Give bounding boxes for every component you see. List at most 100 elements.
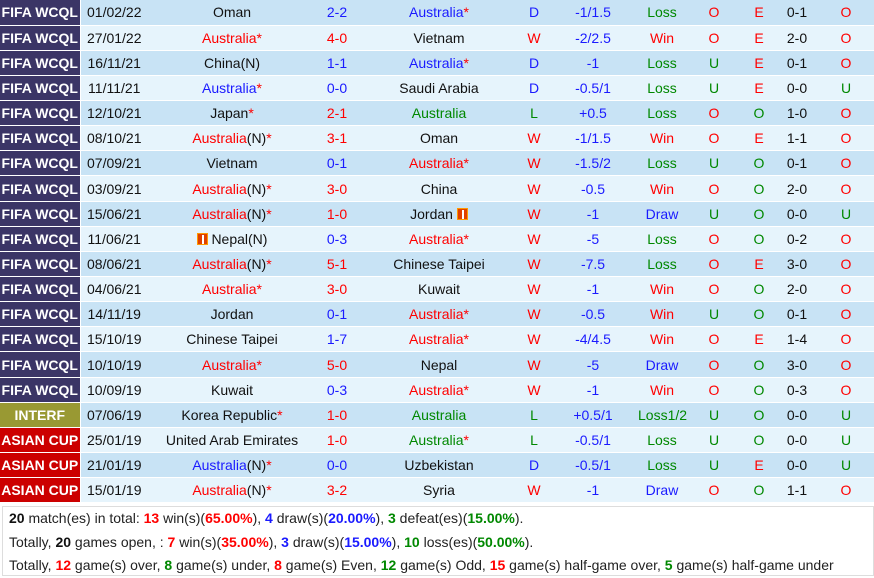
competition-cell[interactable]: FIFA WCQL [0, 50, 81, 76]
team-name[interactable]: Uzbekistan [404, 457, 474, 474]
team-name[interactable]: Australia [192, 205, 247, 222]
team-name[interactable]: United Arab Emirates [165, 431, 299, 448]
competition-cell[interactable]: ASIAN CUP [0, 477, 81, 504]
competition-cell[interactable]: FIFA WCQL [0, 150, 81, 177]
team-name[interactable]: Australia [202, 281, 257, 298]
score-cell[interactable]: 3-2 [316, 477, 358, 504]
team-name[interactable]: Oman [212, 4, 252, 21]
competition-cell[interactable]: FIFA WCQL [0, 377, 81, 403]
odd-even-cell: O [742, 301, 776, 328]
competition-cell[interactable]: FIFA WCQL [0, 175, 81, 202]
competition-cell[interactable]: FIFA WCQL [0, 251, 81, 278]
team-name[interactable]: Nepal [420, 356, 458, 373]
team-name[interactable]: Australia [409, 54, 464, 71]
team-name[interactable]: Australia [409, 431, 464, 448]
team-name[interactable]: Chinese Taipei [186, 331, 278, 348]
team-name[interactable]: Australia [409, 306, 464, 323]
score-cell[interactable]: 1-0 [316, 427, 358, 454]
odd-even-cell: E [742, 326, 776, 353]
team-name[interactable]: Australia [192, 130, 247, 147]
team-name[interactable]: Australia [192, 457, 247, 474]
summary-text: ), [391, 533, 405, 550]
home-star-marker: * [277, 406, 283, 423]
team-name[interactable]: Australia [409, 331, 464, 348]
date-cell: 08/10/21 [80, 125, 148, 152]
summary-handicap: Totally, 20 games open, : 7 win(s)(35.00… [9, 531, 873, 555]
score-cell[interactable]: 5-0 [316, 351, 358, 378]
score-cell[interactable]: 5-1 [316, 251, 358, 278]
team-name[interactable]: Japan [210, 105, 249, 122]
competition-cell[interactable]: ASIAN CUP [0, 427, 81, 454]
team-name[interactable]: Australia [409, 381, 464, 398]
handicap-cell: -1/1.5 [548, 125, 638, 152]
score-cell[interactable]: 1-7 [316, 326, 358, 353]
team-name[interactable]: Australia [202, 29, 257, 46]
team-name[interactable]: Australia [411, 406, 467, 423]
competition-cell[interactable]: INTERF [0, 402, 81, 428]
team-name[interactable]: Australia [409, 4, 464, 21]
summary-text: game(s) Even, [281, 557, 381, 573]
competition-cell[interactable]: FIFA WCQL [0, 100, 81, 127]
team-name[interactable]: Kuwait [210, 381, 254, 398]
score-cell[interactable]: 1-0 [316, 402, 358, 428]
team-name[interactable]: Oman [419, 130, 459, 147]
score-cell[interactable]: 4-0 [316, 25, 358, 51]
team-name[interactable]: Vietnam [206, 155, 258, 172]
score-cell[interactable]: 2-1 [316, 100, 358, 127]
team-name[interactable]: Nepal(N) [211, 230, 268, 247]
date-cell: 10/09/19 [80, 377, 148, 403]
score-cell[interactable]: 1-0 [316, 201, 358, 227]
competition-cell[interactable]: FIFA WCQL [0, 301, 81, 328]
team-name[interactable]: Australia [192, 482, 247, 499]
handicap-cell: -1 [548, 377, 638, 403]
team-name[interactable]: Australia [192, 255, 247, 272]
team-name[interactable]: Australia [202, 79, 257, 96]
competition-cell[interactable]: FIFA WCQL [0, 0, 81, 26]
away-team-cell: Syria [358, 477, 520, 504]
team-name[interactable]: China(N) [203, 54, 260, 71]
team-name[interactable]: Kuwait [417, 281, 461, 298]
team-name[interactable]: Australia [192, 180, 247, 197]
halftime-over-under-cell: O [818, 351, 874, 378]
score-cell[interactable]: 0-1 [316, 150, 358, 177]
competition-cell[interactable]: FIFA WCQL [0, 351, 81, 378]
team-name[interactable]: Syria [423, 482, 455, 499]
competition-cell[interactable]: FIFA WCQL [0, 201, 81, 227]
competition-cell[interactable]: FIFA WCQL [0, 226, 81, 252]
team-name[interactable]: Australia [411, 105, 467, 122]
summary-text: game(s) under, [172, 557, 275, 573]
team-name[interactable]: China [420, 180, 458, 197]
team-name[interactable]: Vietnam [413, 29, 465, 46]
team-name[interactable]: Australia [409, 155, 464, 172]
score-cell[interactable]: 1-1 [316, 50, 358, 76]
halftime-over-under-cell: U [818, 452, 874, 479]
competition-cell[interactable]: FIFA WCQL [0, 326, 81, 353]
summary-text: draw(s)( [272, 510, 329, 526]
handicap-outcome-cell: Win [638, 175, 686, 202]
result-cell: W [520, 25, 548, 51]
competition-cell[interactable]: FIFA WCQL [0, 276, 81, 303]
team-name[interactable]: Korea Republic [181, 406, 278, 423]
away-team-cell: Australia* [358, 326, 520, 353]
result-cell: W [520, 326, 548, 353]
team-name[interactable]: Jordan [410, 205, 453, 222]
score-cell[interactable]: 0-3 [316, 226, 358, 252]
competition-cell[interactable]: FIFA WCQL [0, 125, 81, 152]
away-team-cell: Australia* [358, 226, 520, 252]
score-cell[interactable]: 0-3 [316, 377, 358, 403]
competition-cell[interactable]: FIFA WCQL [0, 75, 81, 102]
score-cell[interactable]: 3-0 [316, 175, 358, 202]
team-name[interactable]: Saudi Arabia [399, 79, 479, 96]
score-cell[interactable]: 0-0 [316, 452, 358, 479]
score-cell[interactable]: 0-0 [316, 75, 358, 102]
team-name[interactable]: Australia [409, 230, 464, 247]
team-name[interactable]: Australia [202, 356, 257, 373]
score-cell[interactable]: 3-1 [316, 125, 358, 152]
team-name[interactable]: Jordan [210, 306, 254, 323]
competition-cell[interactable]: ASIAN CUP [0, 452, 81, 479]
score-cell[interactable]: 0-1 [316, 301, 358, 328]
score-cell[interactable]: 3-0 [316, 276, 358, 303]
team-name[interactable]: Chinese Taipei [393, 255, 485, 272]
competition-cell[interactable]: FIFA WCQL [0, 25, 81, 51]
score-cell[interactable]: 2-2 [316, 0, 358, 26]
